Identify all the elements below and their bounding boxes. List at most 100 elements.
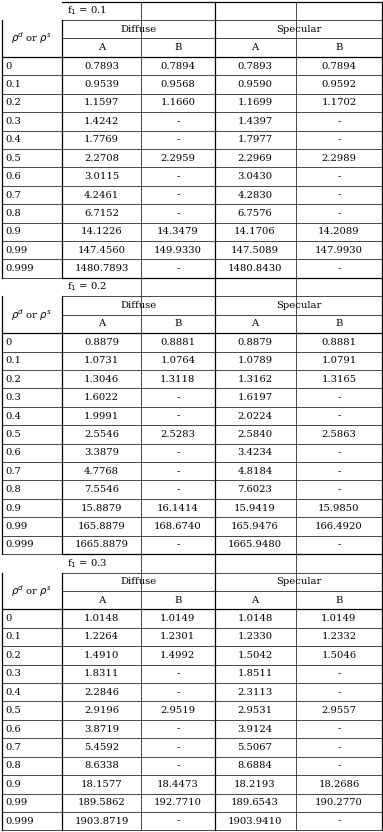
Text: 0.2: 0.2	[6, 98, 21, 107]
Text: 0.99: 0.99	[6, 245, 28, 255]
Text: 0.2: 0.2	[6, 651, 21, 660]
Text: A: A	[98, 596, 105, 605]
Text: 2.2708: 2.2708	[84, 154, 119, 163]
Text: 2.5546: 2.5546	[84, 430, 119, 439]
Text: Diffuse: Diffuse	[120, 577, 156, 587]
Text: 1.4992: 1.4992	[160, 651, 195, 660]
Text: f$_1$ = 0.2: f$_1$ = 0.2	[67, 280, 106, 294]
Text: f$_1$ = 0.3: f$_1$ = 0.3	[67, 557, 107, 570]
Text: 0.3: 0.3	[6, 116, 21, 126]
Text: -: -	[176, 467, 180, 476]
Text: 165.8879: 165.8879	[78, 522, 126, 531]
Text: 3.4234: 3.4234	[237, 448, 273, 458]
Text: 165.9476: 165.9476	[231, 522, 279, 531]
Text: -: -	[176, 743, 180, 752]
Text: -: -	[176, 688, 180, 696]
Text: 0.99: 0.99	[6, 522, 28, 531]
Text: -: -	[176, 412, 180, 420]
Text: -: -	[176, 116, 180, 126]
Text: 1.0148: 1.0148	[237, 614, 273, 623]
Text: 0.1: 0.1	[6, 356, 22, 365]
Text: 0.6: 0.6	[6, 172, 21, 181]
Text: 2.9531: 2.9531	[237, 706, 273, 716]
Text: 1.4242: 1.4242	[84, 116, 119, 126]
Text: 0.9539: 0.9539	[84, 80, 119, 89]
Text: Specular: Specular	[276, 577, 321, 587]
Text: 1903.8719: 1903.8719	[74, 817, 129, 825]
Text: 7.5546: 7.5546	[84, 485, 119, 494]
Text: 4.8184: 4.8184	[237, 467, 273, 476]
Text: -: -	[337, 412, 340, 420]
Text: 1.1660: 1.1660	[160, 98, 195, 107]
Text: 2.2969: 2.2969	[237, 154, 272, 163]
Text: 0.4: 0.4	[6, 412, 22, 420]
Text: 2.0224: 2.0224	[237, 412, 273, 420]
Text: 3.8719: 3.8719	[84, 725, 119, 734]
Text: 1.1702: 1.1702	[321, 98, 357, 107]
Text: 2.5863: 2.5863	[321, 430, 356, 439]
Text: -: -	[176, 761, 180, 770]
Text: -: -	[176, 448, 180, 458]
Text: 8.6884: 8.6884	[237, 761, 273, 770]
Text: A: A	[251, 596, 259, 605]
Text: 7.6023: 7.6023	[237, 485, 272, 494]
Text: 0.5: 0.5	[6, 154, 21, 163]
Text: -: -	[176, 209, 180, 218]
Text: 0: 0	[6, 62, 12, 71]
Text: 0.5: 0.5	[6, 706, 21, 716]
Text: 14.3479: 14.3479	[157, 227, 199, 236]
Text: A: A	[98, 43, 105, 52]
Text: 4.7768: 4.7768	[84, 467, 119, 476]
Text: 15.9850: 15.9850	[318, 503, 360, 513]
Text: 2.3113: 2.3113	[237, 688, 273, 696]
Text: 0.9568: 0.9568	[160, 80, 195, 89]
Text: 1.2264: 1.2264	[84, 632, 119, 641]
Text: 0.7894: 0.7894	[160, 62, 195, 71]
Text: 1.0791: 1.0791	[321, 356, 357, 365]
Text: -: -	[337, 136, 340, 144]
Text: 0.7: 0.7	[6, 467, 21, 476]
Text: 1.1699: 1.1699	[237, 98, 273, 107]
Text: 1.3165: 1.3165	[321, 374, 357, 384]
Text: -: -	[337, 209, 340, 218]
Text: 1.4910: 1.4910	[84, 651, 119, 660]
Text: 149.9330: 149.9330	[154, 245, 202, 255]
Text: 1.1597: 1.1597	[84, 98, 119, 107]
Text: -: -	[337, 448, 340, 458]
Text: 1.3162: 1.3162	[237, 374, 273, 384]
Text: 1.0148: 1.0148	[84, 614, 119, 623]
Text: 0: 0	[6, 338, 12, 347]
Text: 1.0149: 1.0149	[321, 614, 357, 623]
Text: Diffuse: Diffuse	[120, 301, 156, 310]
Text: 1.5042: 1.5042	[237, 651, 273, 660]
Text: -: -	[337, 172, 340, 181]
Text: 3.3879: 3.3879	[84, 448, 119, 458]
Text: 189.5862: 189.5862	[78, 798, 126, 807]
Text: -: -	[337, 467, 340, 476]
Text: 0.8: 0.8	[6, 485, 21, 494]
Text: 6.7576: 6.7576	[237, 209, 272, 218]
Text: 0.8881: 0.8881	[321, 338, 357, 347]
Text: 0.8879: 0.8879	[84, 338, 119, 347]
Text: 168.6740: 168.6740	[154, 522, 202, 531]
Text: 1.2330: 1.2330	[237, 632, 273, 641]
Text: 0.4: 0.4	[6, 688, 22, 696]
Text: 0.1: 0.1	[6, 632, 22, 641]
Text: -: -	[176, 817, 180, 825]
Text: 2.9519: 2.9519	[160, 706, 195, 716]
Text: 1.0149: 1.0149	[160, 614, 195, 623]
Text: 0.8: 0.8	[6, 209, 21, 218]
Text: 166.4920: 166.4920	[315, 522, 363, 531]
Text: 0.5: 0.5	[6, 430, 21, 439]
Text: -: -	[176, 265, 180, 273]
Text: 1665.8879: 1665.8879	[75, 541, 129, 549]
Text: 147.4560: 147.4560	[78, 245, 126, 255]
Text: 1480.8430: 1480.8430	[228, 265, 282, 273]
Text: Diffuse: Diffuse	[120, 25, 156, 34]
Text: 0: 0	[6, 614, 12, 623]
Text: 1480.7893: 1480.7893	[74, 265, 129, 273]
Text: -: -	[176, 393, 180, 402]
Text: B: B	[335, 43, 342, 52]
Text: 2.9557: 2.9557	[321, 706, 356, 716]
Text: 2.2846: 2.2846	[84, 688, 119, 696]
